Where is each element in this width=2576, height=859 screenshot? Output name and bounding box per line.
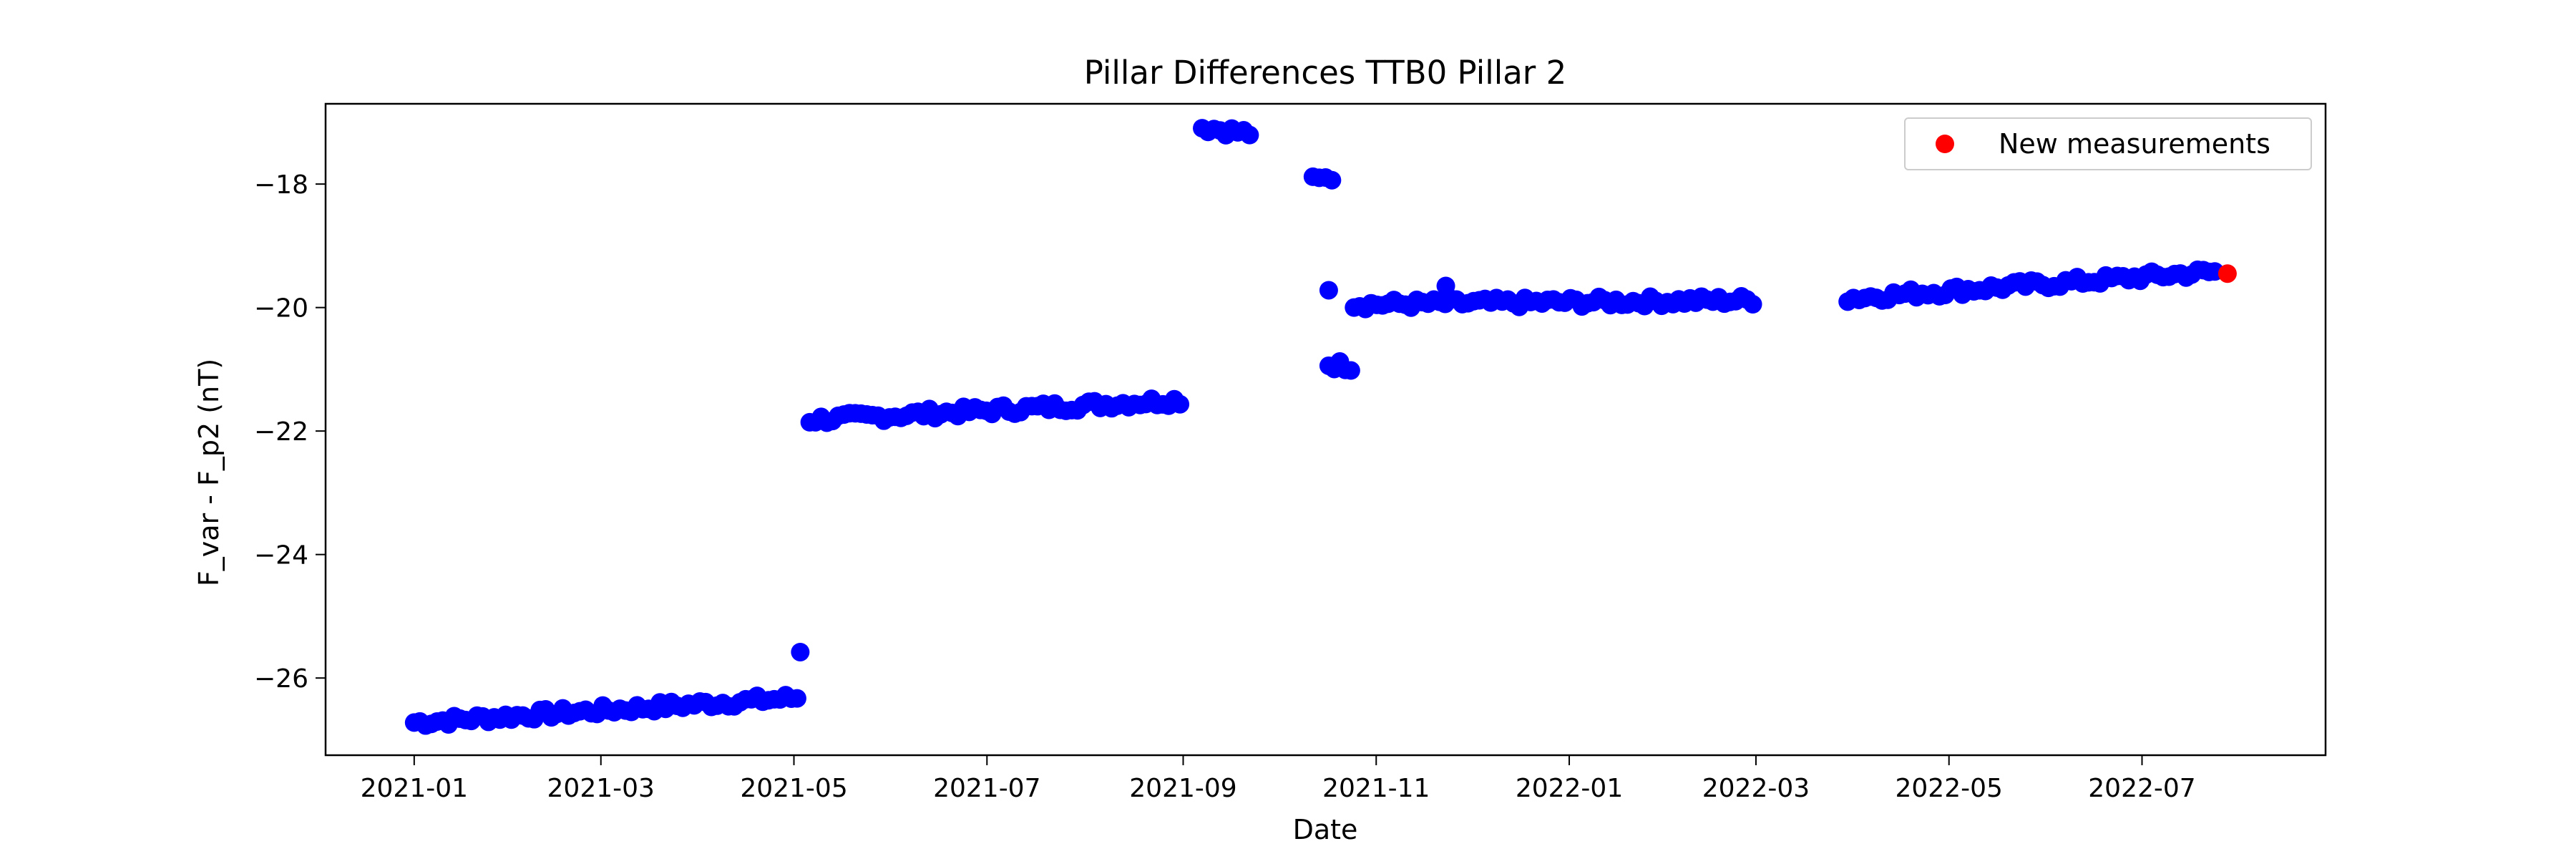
y-tick-label: −22 [254,417,308,447]
y-tick-label: −26 [254,664,308,694]
x-tick-label: 2022-05 [1896,774,2003,803]
legend-label-new-measurements: New measurements [1999,128,2270,160]
x-tick-label: 2022-01 [1516,774,1623,803]
data-point [1171,394,1190,414]
chart-title: Pillar Differences TTB0 Pillar 2 [1084,54,1566,92]
x-tick-label: 2021-07 [933,774,1040,803]
y-tick-label: −20 [254,294,308,324]
data-point [1322,170,1342,190]
x-tick-label: 2021-03 [547,774,655,803]
data-point [2218,264,2237,283]
data-point [1319,281,1338,300]
data-point [1436,276,1455,296]
plot-frame [324,102,2327,757]
points-layer [404,119,2237,735]
x-tick-label: 2021-01 [361,774,468,803]
legend-marker-new-measurements [1936,135,1954,153]
data-point [787,689,806,708]
y-axis-label: F_var - F_p2 (nT) [193,359,225,586]
tick-layer: 2021-01 2021-03 2021-05 2021-07 2021-09 2021-… [254,170,2196,803]
y-tick-label: −18 [254,170,308,200]
legend: New measurements [1904,117,2312,170]
x-tick-label: 2022-07 [2088,774,2195,803]
x-tick-label: 2021-09 [1129,774,1236,803]
legend-box [1904,117,2312,170]
data-point [791,642,810,661]
data-point [1240,125,1259,145]
x-tick-label: 2022-03 [1702,774,1810,803]
y-tick-label: −24 [254,541,308,571]
x-axis-label: Date [1293,814,1358,845]
x-tick-label: 2021-05 [740,774,847,803]
x-tick-label: 2021-11 [1322,774,1430,803]
data-point [1341,361,1360,380]
data-point [1743,295,1762,314]
